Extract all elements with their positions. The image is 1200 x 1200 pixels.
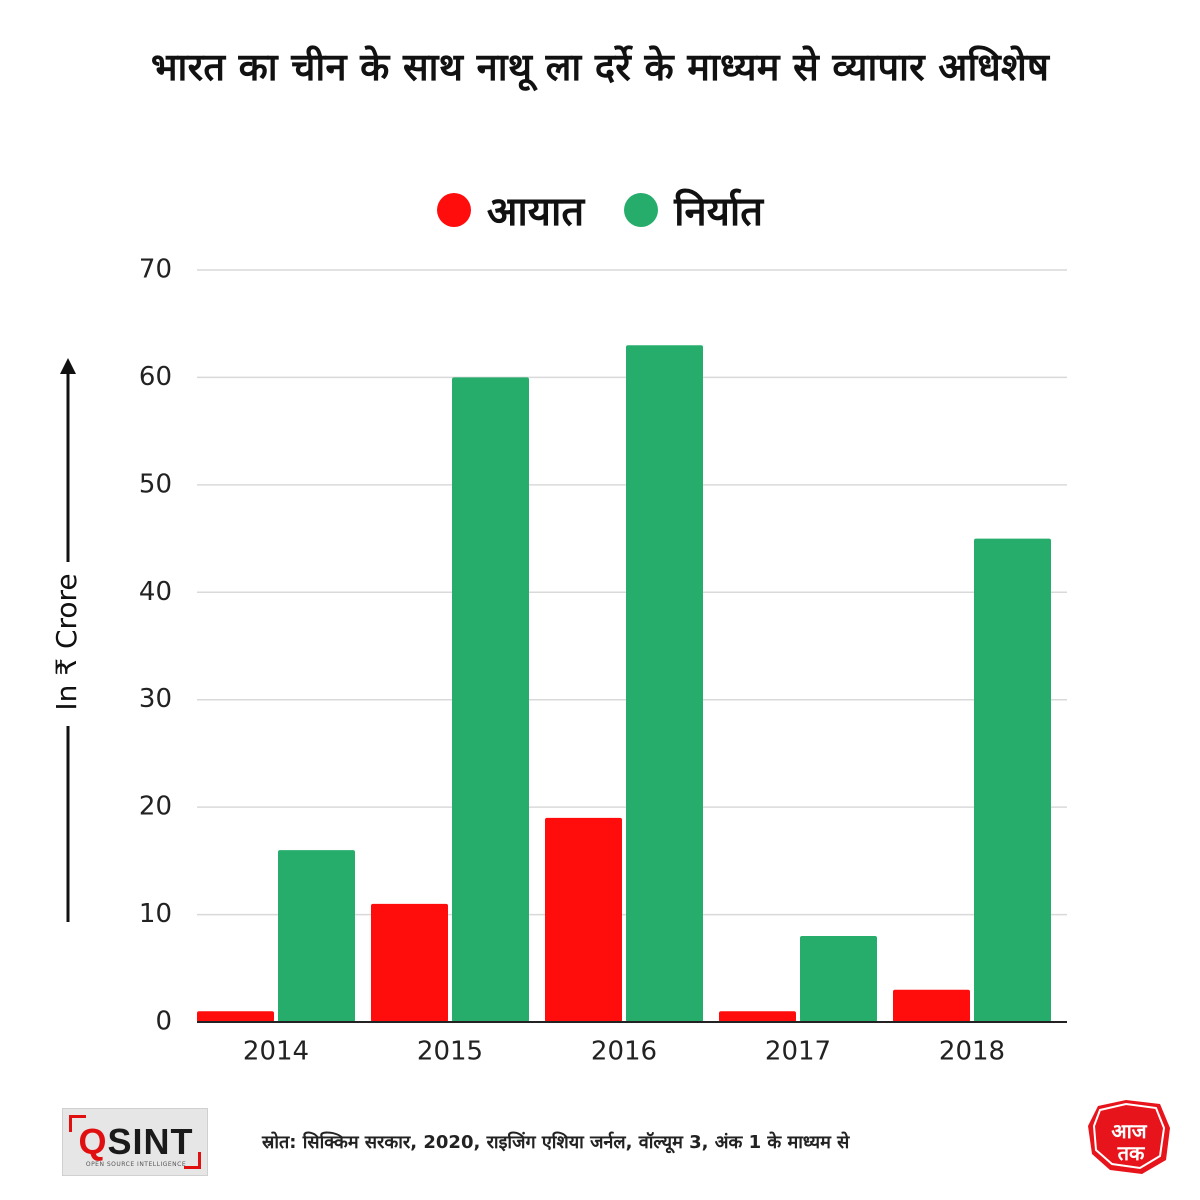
bar-imports-2015 — [371, 903, 448, 1022]
x-tick-label: 2015 — [417, 1037, 483, 1067]
y-axis-label: In ₹ Crore — [50, 573, 83, 710]
bar-imports-2018 — [893, 989, 970, 1022]
svg-text:तक: तक — [1117, 1141, 1146, 1165]
osint-logo-text: QSINT — [78, 1121, 194, 1162]
x-tick-label: 2016 — [591, 1037, 657, 1067]
bar-exports-2017 — [800, 936, 877, 1022]
y-tick-label: 30 — [139, 684, 172, 714]
aajtak-logo: आज तक — [1088, 1100, 1170, 1174]
bar-imports-2014 — [197, 1011, 274, 1022]
x-tick-label: 2014 — [243, 1037, 309, 1067]
chart-title: भारत का चीन के साथ नाथू ला दर्रे के माध्… — [150, 45, 1050, 89]
legend-label-imports: आयात — [486, 189, 585, 235]
y-axis-label-group: In ₹ Crore — [50, 358, 83, 922]
osint-logo: QSINT OPEN SOURCE INTELLIGENCE — [62, 1108, 208, 1176]
y-tick-label: 10 — [139, 899, 172, 929]
y-tick-label: 60 — [139, 362, 172, 392]
bar-exports-2015 — [452, 377, 529, 1022]
x-tick-label: 2017 — [765, 1037, 831, 1067]
legend-item-imports: आयात — [436, 182, 585, 237]
y-tick-label: 70 — [139, 255, 172, 285]
bar-imports-2017 — [719, 1011, 796, 1022]
y-tick-label: 0 — [155, 1007, 172, 1037]
bars — [197, 345, 1051, 1022]
x-tick-label: 2018 — [939, 1037, 1005, 1067]
bar-exports-2018 — [974, 538, 1051, 1022]
bar-exports-2014 — [278, 850, 355, 1022]
bar-exports-2016 — [626, 345, 703, 1022]
bar-imports-2016 — [545, 817, 622, 1022]
y-axis-arrow-head — [60, 358, 76, 374]
osint-logo-tagline: OPEN SOURCE INTELLIGENCE — [85, 1161, 187, 1168]
legend-label-exports: निर्यात — [674, 189, 764, 235]
source-note: स्रोत: सिक्किम सरकार, 2020, राइजिंग एशिय… — [262, 1132, 850, 1153]
legend-swatch-imports — [436, 192, 471, 227]
svg-text:आज: आज — [1111, 1119, 1147, 1143]
chart-legend: आयात निर्यात — [0, 182, 1200, 237]
axes: 0 10 20 30 40 50 60 70 2014 2015 2016 2017 2018 — [139, 255, 1067, 1067]
legend-item-exports: निर्यात — [624, 182, 763, 237]
y-tick-label: 20 — [139, 792, 172, 822]
legend-swatch-exports — [624, 192, 659, 227]
y-tick-label: 40 — [139, 577, 172, 607]
y-tick-label: 50 — [139, 469, 172, 499]
